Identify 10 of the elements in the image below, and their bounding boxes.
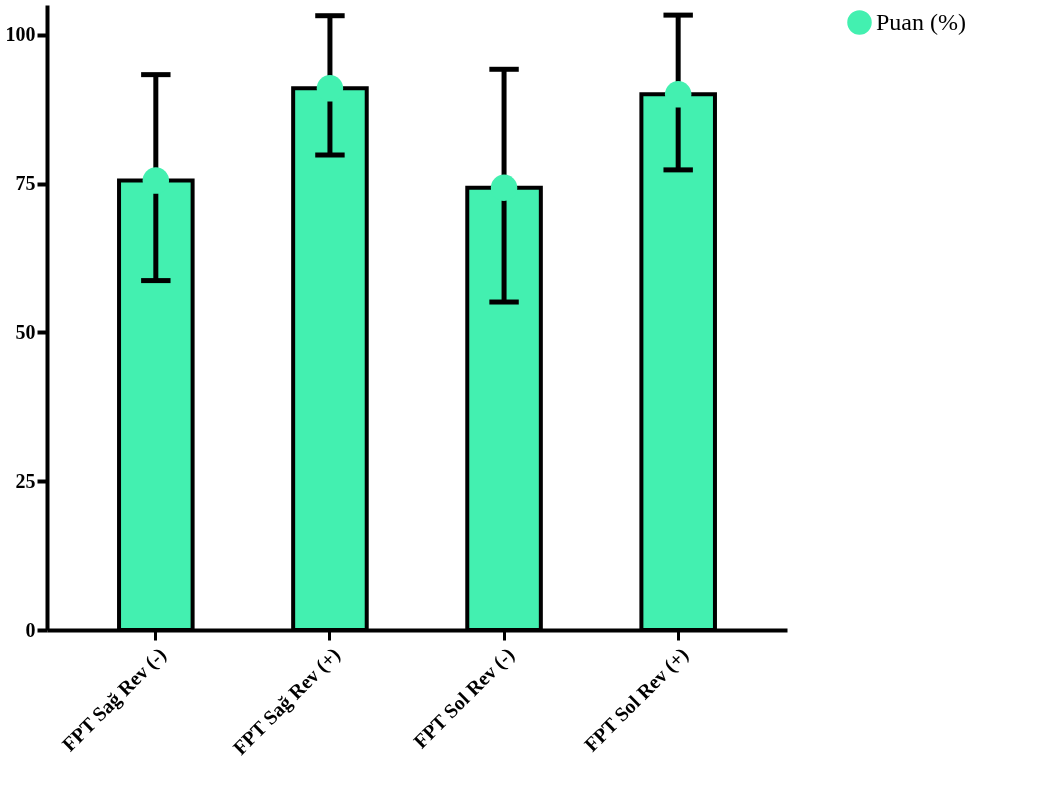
point bbox=[142, 167, 170, 194]
y-tick-label: 75 bbox=[15, 172, 36, 195]
y-tick-label: 25 bbox=[15, 469, 36, 492]
y-tick-label: 100 bbox=[5, 23, 36, 46]
legend-label: Puan (%) bbox=[876, 8, 966, 35]
point bbox=[316, 75, 344, 102]
y-tick-label: 50 bbox=[15, 320, 36, 343]
point bbox=[664, 81, 692, 108]
point bbox=[490, 174, 518, 201]
y-tick-label: 0 bbox=[25, 618, 36, 641]
